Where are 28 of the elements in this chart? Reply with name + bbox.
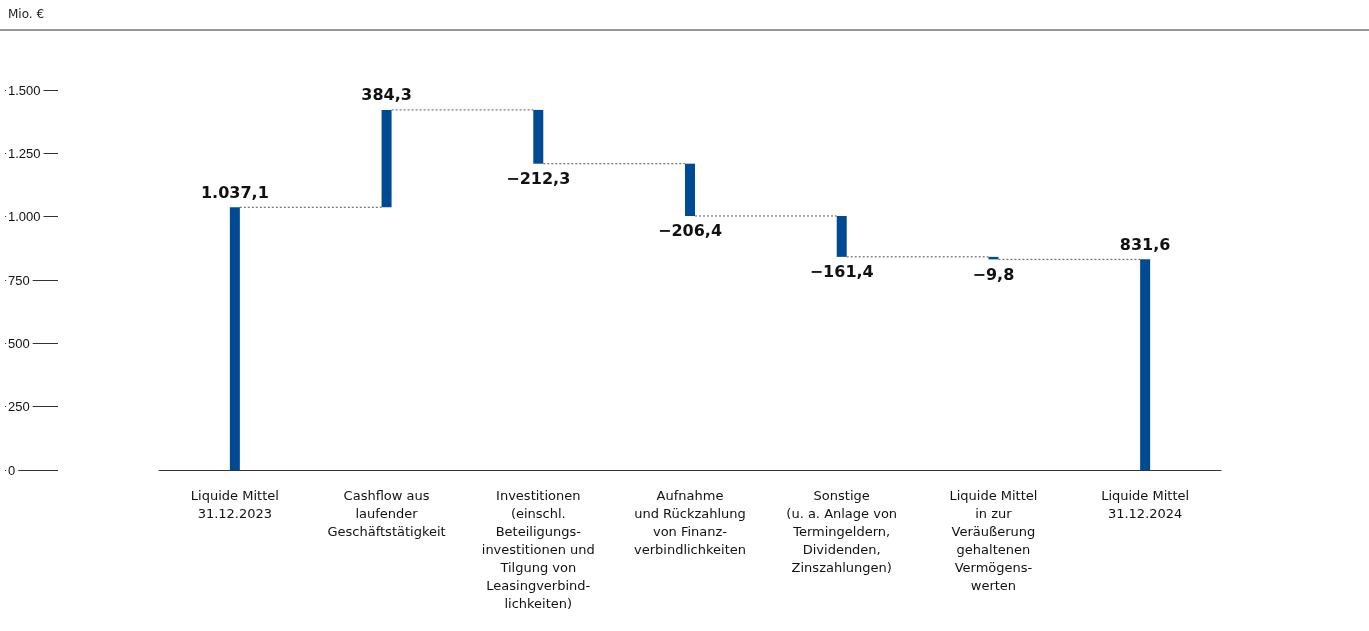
x-tick-label: Investitionen (einschl. Beteiligungs- investitionen und Tilgung von Leasingverbind- lichkeiten) — [481, 487, 595, 611]
data-label: −9,8 — [972, 264, 1015, 284]
text: Mio. € — [8, 7, 45, 21]
x-tick-label: Cashflow aus laufender Geschäftstätigkeit — [327, 487, 446, 539]
y-tick-label: 1.500 — [8, 82, 41, 98]
data-label: −212,3 — [506, 169, 571, 189]
x-tick-label: Liquide Mittel 31.12.2023 — [190, 487, 279, 521]
x-tick-label: Liquide Mittel in zur Veräußerung gehaltenen Vermögens- werten — [949, 487, 1038, 593]
bar — [1140, 259, 1151, 470]
x-tick-label: Liquide Mittel 31.12.2024 — [1101, 487, 1190, 521]
data-label: 1.037,1 — [200, 182, 269, 202]
y-tick-label: 0 — [8, 462, 16, 478]
data-label: 831,6 — [1119, 234, 1171, 254]
x-tick-label: Aufnahme und Rückzahlung von Finanz- verbindlichkeiten — [633, 487, 747, 557]
y-tick-label: 1.000 — [8, 209, 41, 225]
bar — [533, 109, 544, 164]
y-tick-label: 1.250 — [8, 145, 41, 161]
y-tick-label: 500 — [8, 335, 30, 351]
bar — [381, 109, 392, 208]
bar — [685, 163, 695, 216]
y-tick-label: 250 — [8, 399, 30, 415]
bar — [836, 215, 847, 257]
y-tick-label: 750 — [8, 272, 30, 288]
data-label: 384,3 — [361, 85, 412, 105]
data-label: −206,4 — [657, 221, 723, 241]
data-label: −161,4 — [809, 262, 874, 282]
bar — [229, 207, 240, 470]
x-tick-label: Sonstige (u. a. Anlage von Termingeldern, Dividenden, Zinszahlungen) — [786, 487, 898, 575]
